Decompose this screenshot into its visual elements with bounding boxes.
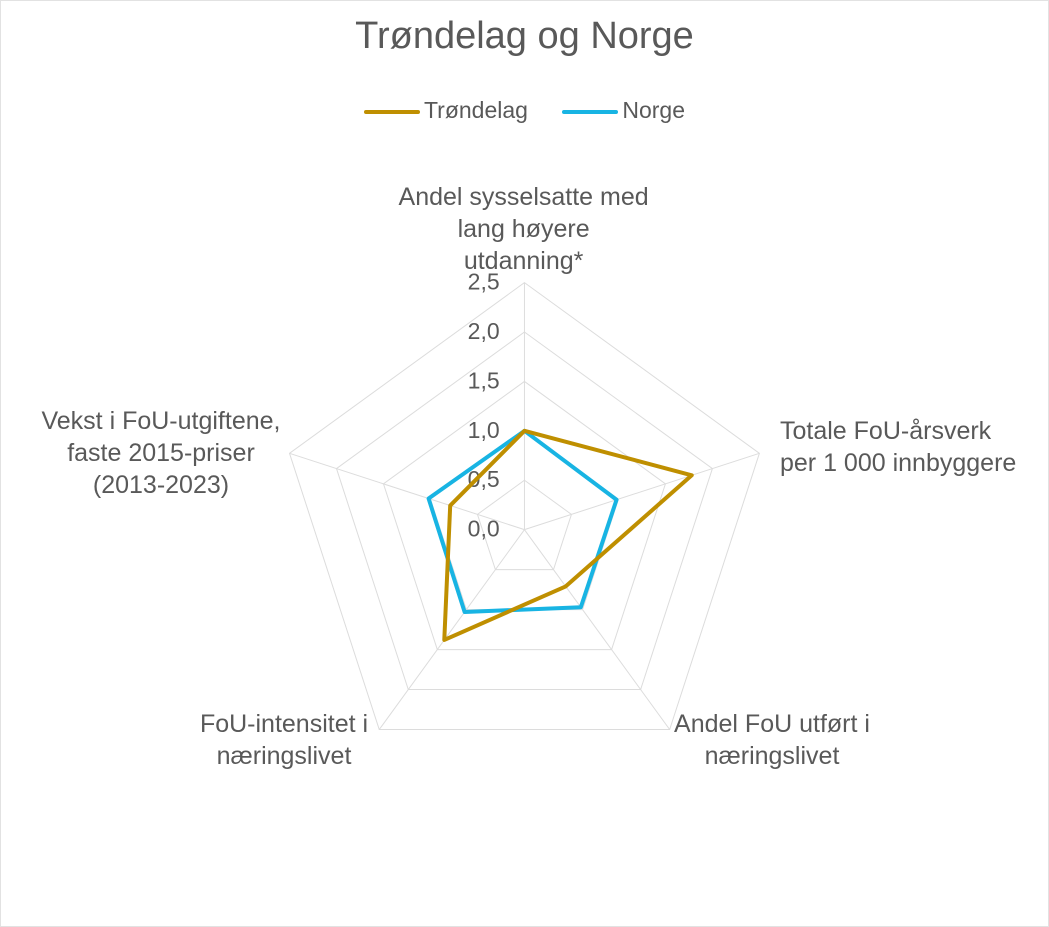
svg-text:2,0: 2,0 <box>468 318 500 344</box>
svg-text:1,0: 1,0 <box>468 417 500 443</box>
svg-text:2,5: 2,5 <box>468 269 500 295</box>
svg-text:0,0: 0,0 <box>468 516 500 542</box>
svg-text:1,5: 1,5 <box>468 367 500 393</box>
